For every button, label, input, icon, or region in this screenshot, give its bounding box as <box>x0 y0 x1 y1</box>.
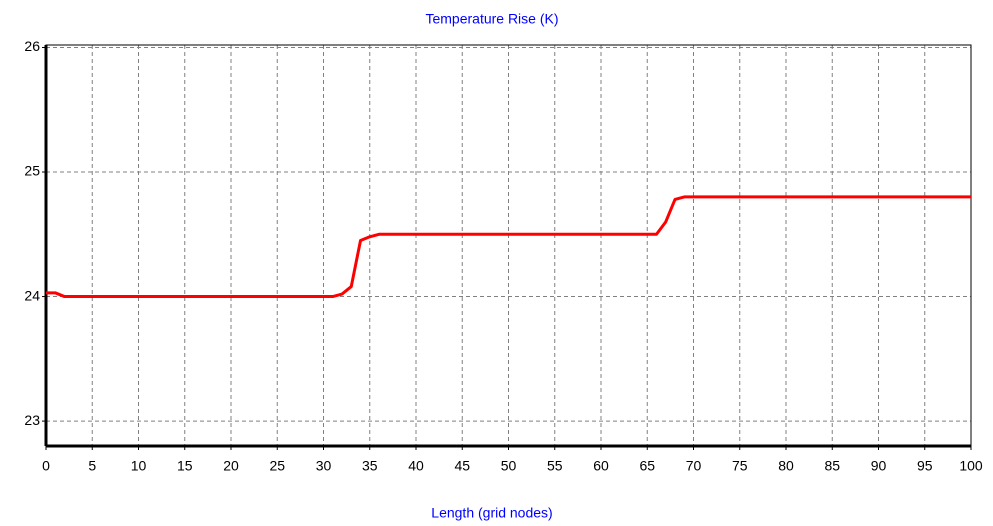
chart-title: Temperature Rise (K) <box>425 11 558 27</box>
x-tick-label: 30 <box>316 458 332 474</box>
plot-border <box>45 44 972 447</box>
x-tick-label: 70 <box>686 458 702 474</box>
x-axis-label: Length (grid nodes) <box>431 505 552 521</box>
data-line <box>46 195 971 299</box>
x-tick-label: 75 <box>732 458 748 474</box>
x-tick-label: 0 <box>42 458 50 474</box>
x-tick-label: 60 <box>593 458 609 474</box>
x-tick-label: 85 <box>824 458 840 474</box>
x-tick-label: 35 <box>362 458 378 474</box>
y-tick-label: 26 <box>24 38 40 54</box>
x-tick-label: 95 <box>917 458 933 474</box>
x-tick-label: 65 <box>639 458 655 474</box>
x-tick-label: 55 <box>547 458 563 474</box>
y-tick-label: 23 <box>24 412 40 428</box>
x-tick-label: 80 <box>778 458 794 474</box>
x-tick-label: 100 <box>959 458 983 474</box>
x-tick-label: 15 <box>177 458 193 474</box>
y-tick-label: 24 <box>24 287 40 303</box>
x-tick-label: 50 <box>501 458 517 474</box>
x-tick-label: 25 <box>269 458 285 474</box>
x-tick-label: 5 <box>88 458 96 474</box>
x-tick-label: 10 <box>131 458 147 474</box>
x-tick-label: 45 <box>454 458 470 474</box>
x-tick-label: 90 <box>871 458 887 474</box>
x-tick-label: 20 <box>223 458 239 474</box>
x-tick-label: 40 <box>408 458 424 474</box>
y-tick-label: 25 <box>24 163 40 179</box>
